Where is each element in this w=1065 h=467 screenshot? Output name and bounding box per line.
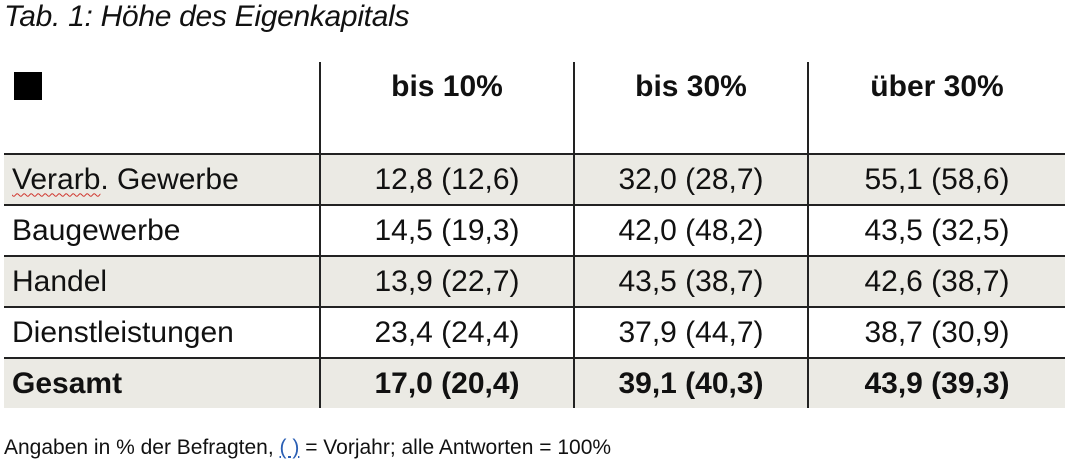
row-label: Baugewerbe <box>4 205 320 257</box>
row-label: Verarb. Gewerbe <box>4 154 320 206</box>
row-label: Dienstleistungen <box>4 307 320 359</box>
value-cell: 43,5 (38,7) <box>573 256 808 308</box>
value-cell: 32,0 (28,7) <box>573 154 808 206</box>
header-ueber-30: über 30% <box>807 62 1065 155</box>
value-cell: 38,7 (30,9) <box>807 307 1065 359</box>
spellcheck-word[interactable]: Verarb <box>12 162 101 196</box>
value-cell: 42,0 (48,2) <box>573 205 808 257</box>
header-bis-10: bis 10% <box>319 62 574 155</box>
table-row: Handel 13,9 (22,7) 43,5 (38,7) 42,6 (38,… <box>4 256 1065 308</box>
value-cell: 14,5 (19,3) <box>319 205 574 257</box>
table-row: Baugewerbe 14,5 (19,3) 42,0 (48,2) 43,5 … <box>4 205 1065 257</box>
black-square-icon <box>14 72 42 100</box>
row-label: Gesamt <box>4 358 320 408</box>
header-row: bis 10% bis 30% über 30% <box>4 62 1065 155</box>
table-row: Verarb. Gewerbe 12,8 (12,6) 32,0 (28,7) … <box>4 154 1065 206</box>
table-row: Dienstleistungen 23,4 (24,4) 37,9 (44,7)… <box>4 307 1065 359</box>
header-bis-30: bis 30% <box>573 62 808 155</box>
value-cell: 17,0 (20,4) <box>319 358 574 408</box>
value-cell: 39,1 (40,3) <box>573 358 808 408</box>
value-cell: 13,9 (22,7) <box>319 256 574 308</box>
corner-cell <box>4 62 320 155</box>
value-cell: 12,8 (12,6) <box>319 154 574 206</box>
value-cell: 43,9 (39,3) <box>807 358 1065 408</box>
value-cell: 23,4 (24,4) <box>319 307 574 359</box>
row-label: Handel <box>4 256 320 308</box>
table-footnote: Angaben in % der Befragten, ( ) = Vorjah… <box>4 436 612 459</box>
value-cell: 37,9 (44,7) <box>573 307 808 359</box>
table-caption: Tab. 1: Höhe des Eigenkapitals <box>4 0 410 33</box>
value-cell: 42,6 (38,7) <box>807 256 1065 308</box>
equity-table: bis 10% bis 30% über 30% Verarb. Gewerbe… <box>4 62 1065 408</box>
total-row: Gesamt 17,0 (20,4) 39,1 (40,3) 43,9 (39,… <box>4 358 1065 408</box>
value-cell: 55,1 (58,6) <box>807 154 1065 206</box>
previous-year-marker[interactable]: ( ) <box>279 436 300 459</box>
value-cell: 43,5 (32,5) <box>807 205 1065 257</box>
